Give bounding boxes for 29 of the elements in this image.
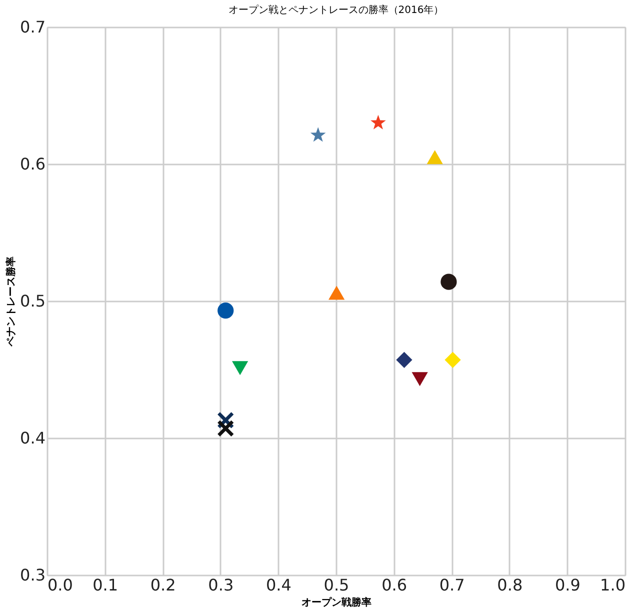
x-tick-label: 0.3: [208, 576, 234, 594]
point: [218, 420, 234, 436]
y-tick-label: 0.4: [20, 428, 46, 448]
chart-title: オープン戦とペナントレースの勝率（2016年）: [228, 4, 444, 16]
x-tick-label: 0.5: [324, 576, 350, 594]
y-tick-label: 0.5: [20, 292, 46, 310]
x-tick-label: 1.0: [600, 576, 626, 594]
point: [310, 127, 326, 142]
x-tick-label: 0.0: [48, 576, 73, 594]
point: [444, 352, 461, 368]
x-tick-label: 0.9: [554, 576, 580, 594]
point: [218, 302, 234, 319]
point: [412, 372, 428, 386]
point: [396, 352, 412, 368]
x-tick-label: 0.4: [266, 576, 292, 594]
x-tick-label: 0.2: [150, 576, 176, 594]
point: [426, 150, 443, 164]
y-tick-label: 0.6: [20, 154, 46, 174]
point: [232, 361, 248, 376]
point: [440, 274, 457, 290]
y-tick-label: 0.7: [20, 18, 46, 36]
x-tick-label: 0.1: [92, 576, 118, 594]
x-tick-label: 0.6: [382, 576, 408, 594]
point: [328, 286, 345, 300]
y-axis-title: ペナントレース勝率: [5, 256, 18, 348]
x-tick-label: 0.8: [497, 576, 523, 594]
x-axis-title: オープン戦勝率: [302, 596, 372, 608]
x-tick-label: 0.7: [439, 576, 465, 594]
point: [370, 114, 386, 130]
